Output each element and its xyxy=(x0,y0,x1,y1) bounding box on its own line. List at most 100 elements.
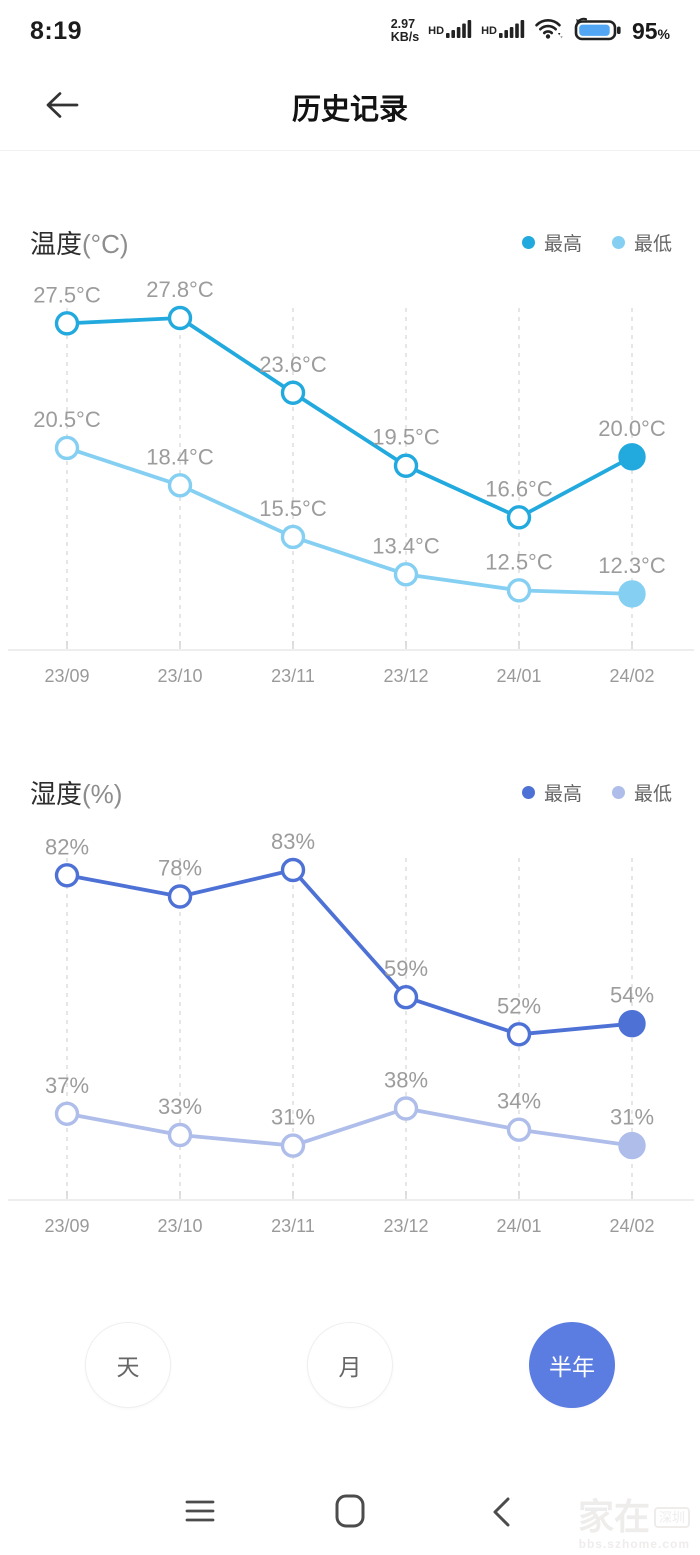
home-square-icon xyxy=(334,1494,366,1531)
signal-bars-icon xyxy=(498,19,525,44)
clock: 8:19 xyxy=(30,16,83,45)
data-point xyxy=(167,1122,193,1148)
humidity-chart-header: 湿度(%) 最高 最低 xyxy=(30,774,672,811)
data-point xyxy=(393,562,419,587)
temperature-chart-title: 温度(°C) xyxy=(30,229,129,259)
legend-dot-icon xyxy=(521,236,535,249)
x-axis-label: 23/10 xyxy=(157,1216,202,1236)
signal-bars-icon xyxy=(446,19,472,44)
back-button[interactable] xyxy=(42,88,82,124)
sim2-signal: HD xyxy=(481,19,525,44)
nav-back-button[interactable] xyxy=(490,1496,512,1531)
data-point xyxy=(280,380,306,405)
legend-dot-icon xyxy=(521,786,535,799)
period-day-button[interactable]: 天 xyxy=(85,1322,171,1408)
data-point xyxy=(618,580,646,608)
x-axis-label: 23/09 xyxy=(44,666,89,686)
x-axis-label: 24/01 xyxy=(496,666,541,686)
temperature-legend: 最高 最低 xyxy=(521,229,672,256)
data-point xyxy=(167,884,193,909)
humidity-chart-title: 湿度(%) xyxy=(30,779,123,809)
value-label: 52% xyxy=(497,993,541,1018)
x-axis-label: 24/02 xyxy=(609,1216,654,1236)
value-label: 59% xyxy=(384,956,428,981)
value-label: 27.5°C xyxy=(33,282,101,307)
value-label: 23.6°C xyxy=(259,352,327,377)
watermark-badge: 深圳 xyxy=(653,1506,690,1528)
value-label: 18.4°C xyxy=(146,444,214,469)
value-label: 12.3°C xyxy=(598,553,666,578)
status-bar: 8:19 2.97 KB/s HD HD xyxy=(0,0,700,62)
battery-percent: 95% xyxy=(631,17,670,44)
x-axis-label: 23/09 xyxy=(44,1216,89,1236)
humidity-line-chart: 23/09 23/10 23/11 23/12 24/01 24/02 82% 78% 83% 5… xyxy=(8,829,694,1236)
data-point xyxy=(54,863,80,888)
data-point xyxy=(506,505,532,530)
data-point xyxy=(280,857,306,883)
chevron-left-icon xyxy=(490,1497,512,1531)
humidity-legend: 最高 最低 xyxy=(521,779,672,806)
data-point xyxy=(167,305,193,331)
x-axis-label: 23/11 xyxy=(271,1216,315,1236)
menu-icon xyxy=(184,1500,216,1527)
watermark-sub: bbs.szhome.com xyxy=(578,1537,690,1551)
value-label: 82% xyxy=(45,834,89,859)
legend-dot-icon xyxy=(611,236,625,249)
data-point xyxy=(618,1131,646,1160)
data-point xyxy=(618,443,646,471)
data-point xyxy=(280,524,306,550)
hd-badge: HD xyxy=(481,24,497,37)
recents-menu-button[interactable] xyxy=(184,1498,216,1527)
data-point xyxy=(618,1009,646,1038)
data-point xyxy=(506,578,532,603)
x-axis-label: 24/01 xyxy=(496,1216,541,1236)
status-icons: 2.97 KB/s HD HD xyxy=(391,16,670,47)
app-header: 历史记录 xyxy=(0,62,700,150)
value-label: 33% xyxy=(158,1094,202,1119)
data-point xyxy=(506,1117,532,1142)
sim1-signal: HD xyxy=(428,19,472,44)
value-label: 13.4°C xyxy=(372,533,440,558)
data-point xyxy=(54,435,80,461)
period-halfyear-button[interactable]: 半年 xyxy=(529,1322,615,1408)
value-label: 15.5°C xyxy=(259,496,327,521)
x-axis-label: 23/12 xyxy=(383,666,428,686)
watermark: 家在 深圳 bbs.szhome.com xyxy=(578,1499,690,1551)
value-label: 38% xyxy=(384,1068,428,1093)
data-point xyxy=(54,311,80,336)
data-point xyxy=(506,1022,532,1047)
home-button[interactable] xyxy=(334,1494,366,1531)
header-divider xyxy=(0,150,700,151)
data-point xyxy=(393,453,419,478)
legend-dot-icon xyxy=(611,786,625,799)
value-label: 20.0°C xyxy=(598,416,666,441)
temperature-line-chart: 23/09 23/10 23/11 23/12 24/01 24/02 27.5°C 27.8… xyxy=(8,278,694,686)
value-label: 31% xyxy=(610,1105,654,1130)
data-point xyxy=(393,1096,419,1121)
period-month-button[interactable]: 月 xyxy=(307,1322,393,1408)
data-point xyxy=(280,1133,306,1158)
hd-badge: HD xyxy=(428,24,445,37)
value-label: 16.6°C xyxy=(485,476,553,501)
temperature-chart-header: 温度(°C) 最高 最低 xyxy=(30,224,672,261)
legend-item-min: 最低 xyxy=(611,229,672,256)
value-label: 27.8°C xyxy=(146,278,214,302)
x-axis-label: 23/11 xyxy=(271,666,315,686)
x-axis-label: 23/10 xyxy=(157,666,202,686)
value-label: 37% xyxy=(45,1073,89,1098)
legend-item-min: 最低 xyxy=(611,779,672,806)
value-label: 78% xyxy=(158,856,202,881)
value-label: 19.5°C xyxy=(372,425,440,450)
legend-item-max: 最高 xyxy=(521,229,582,256)
watermark-main: 家在 xyxy=(577,1496,650,1537)
data-point xyxy=(167,473,193,498)
value-label: 12.5°C xyxy=(485,549,553,574)
series-line-min xyxy=(65,446,634,596)
page-title: 历史记录 xyxy=(291,94,408,126)
series-line-min xyxy=(65,1106,634,1148)
wifi-icon xyxy=(534,18,564,45)
value-label: 31% xyxy=(271,1105,315,1130)
legend-item-max: 最高 xyxy=(521,779,582,806)
value-label: 20.5°C xyxy=(33,407,101,432)
